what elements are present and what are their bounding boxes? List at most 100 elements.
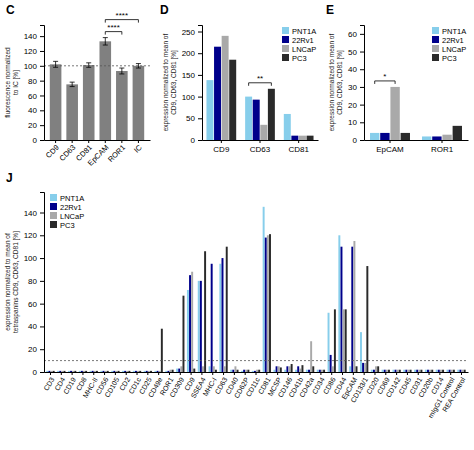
tick-label: 20 [28, 345, 37, 354]
bar [416, 370, 418, 372]
plot-area [44, 207, 468, 372]
bar [397, 370, 399, 372]
panel: 020406080100120140CD3CD4CD19CD8MHC-IICD5… [4, 171, 468, 420]
bar [46, 371, 48, 372]
y-axis-title-line: CD9, CD63, CD81 [%] [336, 50, 344, 115]
tick-label: 20 [28, 121, 37, 130]
reference-line [44, 65, 150, 66]
legend-swatch [282, 36, 289, 43]
tick-mark [260, 140, 261, 143]
bar [408, 370, 410, 372]
legend: PNT1A22Rv1LNCaPPC3 [282, 27, 316, 63]
legend-item: LNCaP [50, 212, 84, 221]
tick-mark [55, 140, 56, 143]
tick-mark [40, 140, 44, 141]
bar [442, 370, 444, 372]
bar [50, 64, 62, 140]
tick-mark [450, 372, 451, 375]
tick-mark [72, 140, 73, 143]
bar [345, 309, 347, 372]
axis-line [365, 140, 469, 141]
legend-swatch [50, 221, 57, 228]
tick-label: 100 [182, 93, 196, 102]
tick: 10 [348, 118, 364, 127]
tick-mark [221, 140, 222, 143]
tick-mark [223, 372, 224, 375]
tick-mark [360, 52, 364, 53]
tick: 0 [33, 368, 44, 377]
bar [276, 366, 278, 372]
tick-mark [320, 372, 321, 375]
y-axis-title: fluorescence normalizedto IC [%] [4, 47, 20, 118]
bar [334, 309, 336, 372]
bar [209, 366, 211, 372]
bar [100, 371, 102, 372]
tick: 40 [28, 322, 44, 331]
bar [356, 366, 358, 372]
bar [247, 370, 249, 372]
bar [453, 370, 455, 372]
bar [124, 371, 126, 372]
error-bar [86, 63, 91, 67]
bar [299, 369, 301, 372]
panel: 0102030405060EpCAMROR1expression normali… [326, 3, 469, 154]
tick-mark [331, 372, 332, 375]
bar [332, 366, 334, 372]
y-axis-title: expression normalized to mean ofCD9, CD6… [162, 34, 178, 132]
tick-label: 80 [28, 277, 37, 286]
bar [85, 371, 87, 372]
bar [317, 370, 319, 372]
tick-label: EpCAM [86, 143, 111, 168]
bar [284, 114, 291, 140]
bar [395, 370, 397, 372]
bar [254, 371, 256, 372]
bar [66, 84, 78, 140]
series [380, 133, 441, 140]
bar [241, 371, 243, 372]
tick-label: 30 [348, 83, 357, 92]
bar [57, 371, 59, 372]
tick: 40 [28, 106, 44, 115]
bar [269, 234, 271, 372]
tick: 120 [24, 231, 44, 240]
legend-label: PNT1A [442, 27, 466, 36]
tick-mark [198, 53, 202, 54]
tick-mark [360, 34, 364, 35]
bar [289, 366, 291, 372]
tick-mark [40, 326, 44, 327]
bar [198, 281, 200, 372]
bar [297, 366, 299, 372]
bar [116, 71, 128, 140]
bar [453, 126, 462, 140]
legend-label: PNT1A [60, 194, 84, 203]
bar [429, 370, 431, 372]
bar [371, 370, 373, 372]
tick-mark [40, 281, 44, 282]
bar [154, 371, 156, 372]
legend-item: PNT1A [50, 194, 84, 203]
tick-mark [40, 304, 44, 305]
bar [278, 366, 280, 372]
legend-swatch [282, 54, 289, 61]
tick-mark [40, 81, 44, 82]
y-axis-title: expression normalized to mean oftetraspa… [4, 231, 20, 333]
tick: ROR1 [431, 140, 454, 154]
error-bar [53, 61, 58, 67]
tick-label: 150 [182, 71, 196, 80]
tick-mark [429, 372, 430, 375]
bar [245, 370, 247, 372]
bar [234, 366, 236, 372]
figure: 020406080100120140CD9CD63CD81EpCAMROR1IC… [0, 0, 474, 450]
title: D [160, 3, 169, 17]
bar [180, 366, 182, 372]
x-axis: CD9CD63CD81 [203, 140, 319, 154]
tick-mark [360, 122, 364, 123]
tick-mark [82, 372, 83, 375]
tick-label: CD63 [57, 143, 77, 163]
bar [83, 371, 85, 372]
tick-label: 120 [24, 47, 38, 56]
bar [464, 370, 466, 372]
reference-line [44, 360, 468, 361]
bar [211, 264, 213, 372]
x-axis: CD3CD4CD19CD8MHC-IICD56CD105CD2CD1cCD25C… [42, 372, 468, 420]
